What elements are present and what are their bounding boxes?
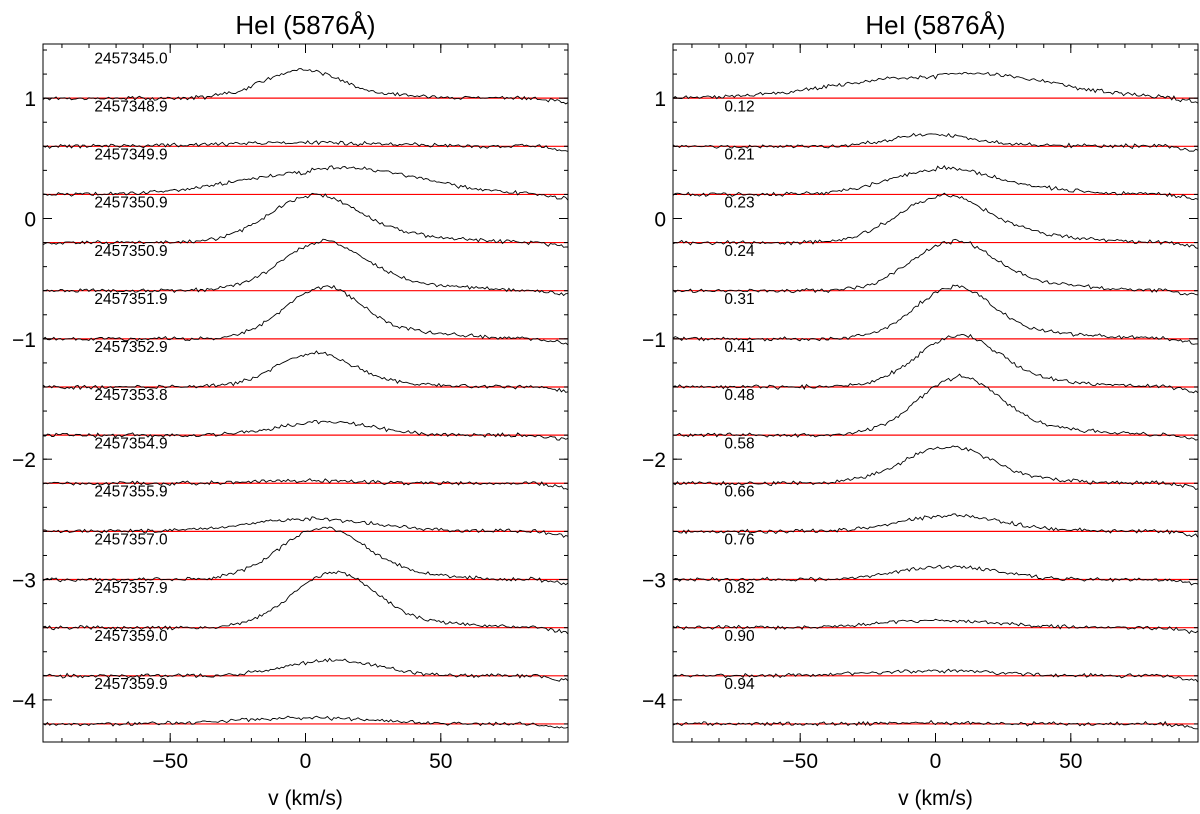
left-panel-ticks: −50 0 50 1 0 −1 −2 −3 −4 <box>12 44 568 773</box>
right-spectrum-label-9: 0.58 <box>724 435 754 452</box>
left-y-tick-label: −2 <box>12 449 36 472</box>
right-y-tick-label: 0 <box>654 209 666 232</box>
right-spectrum-label-6: 0.31 <box>724 291 754 308</box>
right-spectrum-label-8: 0.48 <box>724 387 754 404</box>
right-spectrum-10 <box>672 513 1199 538</box>
right-panel-frame <box>672 43 1199 743</box>
left-spectrum-10 <box>42 516 569 538</box>
left-panel-series: 2457345.0 2457348.9 2457349.9 2457350.9 2457… <box>42 50 569 729</box>
left-panel-frame <box>42 43 569 743</box>
left-y-tick-label: 1 <box>24 88 36 111</box>
left-spectrum-label-4: 2457350.9 <box>94 195 167 212</box>
right-y-tick-label: −1 <box>642 329 666 352</box>
left-spectrum-2 <box>42 140 569 152</box>
left-spectrum-5 <box>42 238 569 297</box>
right-spectrum-5 <box>672 238 1199 296</box>
right-panel-xlabel: v (km/s) <box>898 787 973 810</box>
right-spectrum-6 <box>672 284 1198 345</box>
right-spectrum-7 <box>672 333 1199 394</box>
left-spectrum-13 <box>42 657 569 682</box>
left-spectrum-8 <box>42 419 569 441</box>
right-panel: HeI (5876Å) v (km/s) 0.07 0.12 0.21 0.23 0.2… <box>642 10 1199 810</box>
left-spectrum-6 <box>42 284 569 346</box>
right-panel-series: 0.07 0.12 0.21 0.23 0.24 0.31 0.41 0.48 0.58 0.66… <box>672 50 1199 730</box>
right-spectrum-label-2: 0.12 <box>724 98 754 115</box>
left-spectrum-label-13: 2457359.0 <box>94 628 168 645</box>
right-spectrum-14 <box>672 719 1198 730</box>
left-spectrum-label-3: 2457349.9 <box>94 147 167 164</box>
right-spectrum-8 <box>672 373 1199 441</box>
left-spectrum-4 <box>42 192 569 248</box>
right-y-tick-label: −2 <box>642 449 666 472</box>
left-spectrum-14 <box>42 715 569 729</box>
right-spectrum-label-5: 0.24 <box>724 243 755 260</box>
left-panel-title: HeI (5876Å) <box>235 10 375 40</box>
right-x-tick-label: 0 <box>930 750 942 773</box>
right-y-tick-label: −3 <box>642 570 666 593</box>
left-spectrum-label-5: 2457350.9 <box>94 243 167 260</box>
right-x-tick-label: −50 <box>782 750 818 773</box>
right-spectrum-4 <box>672 192 1199 249</box>
left-spectrum-label-11: 2457357.0 <box>94 532 168 549</box>
right-x-tick-label: 50 <box>1059 750 1082 773</box>
left-x-tick-label: 0 <box>300 750 312 773</box>
left-y-tick-label: 0 <box>24 209 36 232</box>
left-spectrum-12 <box>42 570 569 635</box>
right-spectrum-12 <box>672 618 1199 635</box>
right-spectrum-label-4: 0.23 <box>724 195 754 212</box>
right-spectrum-3 <box>672 165 1199 200</box>
right-spectrum-label-14: 0.94 <box>724 676 755 693</box>
right-spectrum-13 <box>672 668 1199 683</box>
right-y-tick-label: 1 <box>654 88 666 111</box>
left-spectrum-11 <box>42 526 569 586</box>
left-spectrum-label-10: 2457355.9 <box>94 483 167 500</box>
right-panel-title: HeI (5876Å) <box>865 10 1005 40</box>
left-spectrum-label-1: 2457345.0 <box>94 50 168 67</box>
right-spectrum-2 <box>672 132 1199 152</box>
right-panel-ticks: −50 0 50 1 0 −1 −2 −3 −4 <box>642 44 1198 773</box>
left-spectrum-label-7: 2457352.9 <box>94 339 167 356</box>
left-y-tick-label: −1 <box>12 329 36 352</box>
right-spectrum-label-7: 0.41 <box>724 339 754 356</box>
left-x-tick-label: 50 <box>429 750 452 773</box>
left-spectrum-label-2: 2457348.9 <box>94 98 167 115</box>
left-spectrum-label-6: 2457351.9 <box>94 291 167 308</box>
right-spectrum-label-1: 0.07 <box>724 50 754 67</box>
right-spectrum-label-13: 0.90 <box>724 628 755 645</box>
left-spectrum-label-9: 2457354.9 <box>94 435 167 452</box>
right-spectrum-label-10: 0.66 <box>724 483 754 500</box>
left-spectrum-3 <box>42 165 569 201</box>
right-spectrum-label-3: 0.21 <box>724 147 754 164</box>
left-spectrum-9 <box>42 478 569 491</box>
right-spectrum-11 <box>672 564 1199 586</box>
left-spectrum-label-14: 2457359.9 <box>94 676 167 693</box>
left-x-tick-label: −50 <box>152 750 188 773</box>
left-spectrum-1 <box>42 68 569 105</box>
right-spectrum-1 <box>672 71 1199 104</box>
left-panel-xlabel: v (km/s) <box>268 787 343 810</box>
left-spectrum-label-8: 2457353.8 <box>94 387 167 404</box>
left-panel: HeI (5876Å) v (km/s) 2457345.02457348.92… <box>12 10 569 810</box>
left-spectrum-label-12: 2457357.9 <box>94 580 167 597</box>
right-spectrum-9 <box>672 445 1199 491</box>
left-spectrum-7 <box>42 350 569 393</box>
right-spectrum-label-11: 0.76 <box>724 532 754 549</box>
right-y-tick-label: −4 <box>642 690 666 713</box>
left-y-tick-label: −4 <box>12 690 36 713</box>
left-y-tick-label: −3 <box>12 570 36 593</box>
right-spectrum-label-12: 0.82 <box>724 580 754 597</box>
